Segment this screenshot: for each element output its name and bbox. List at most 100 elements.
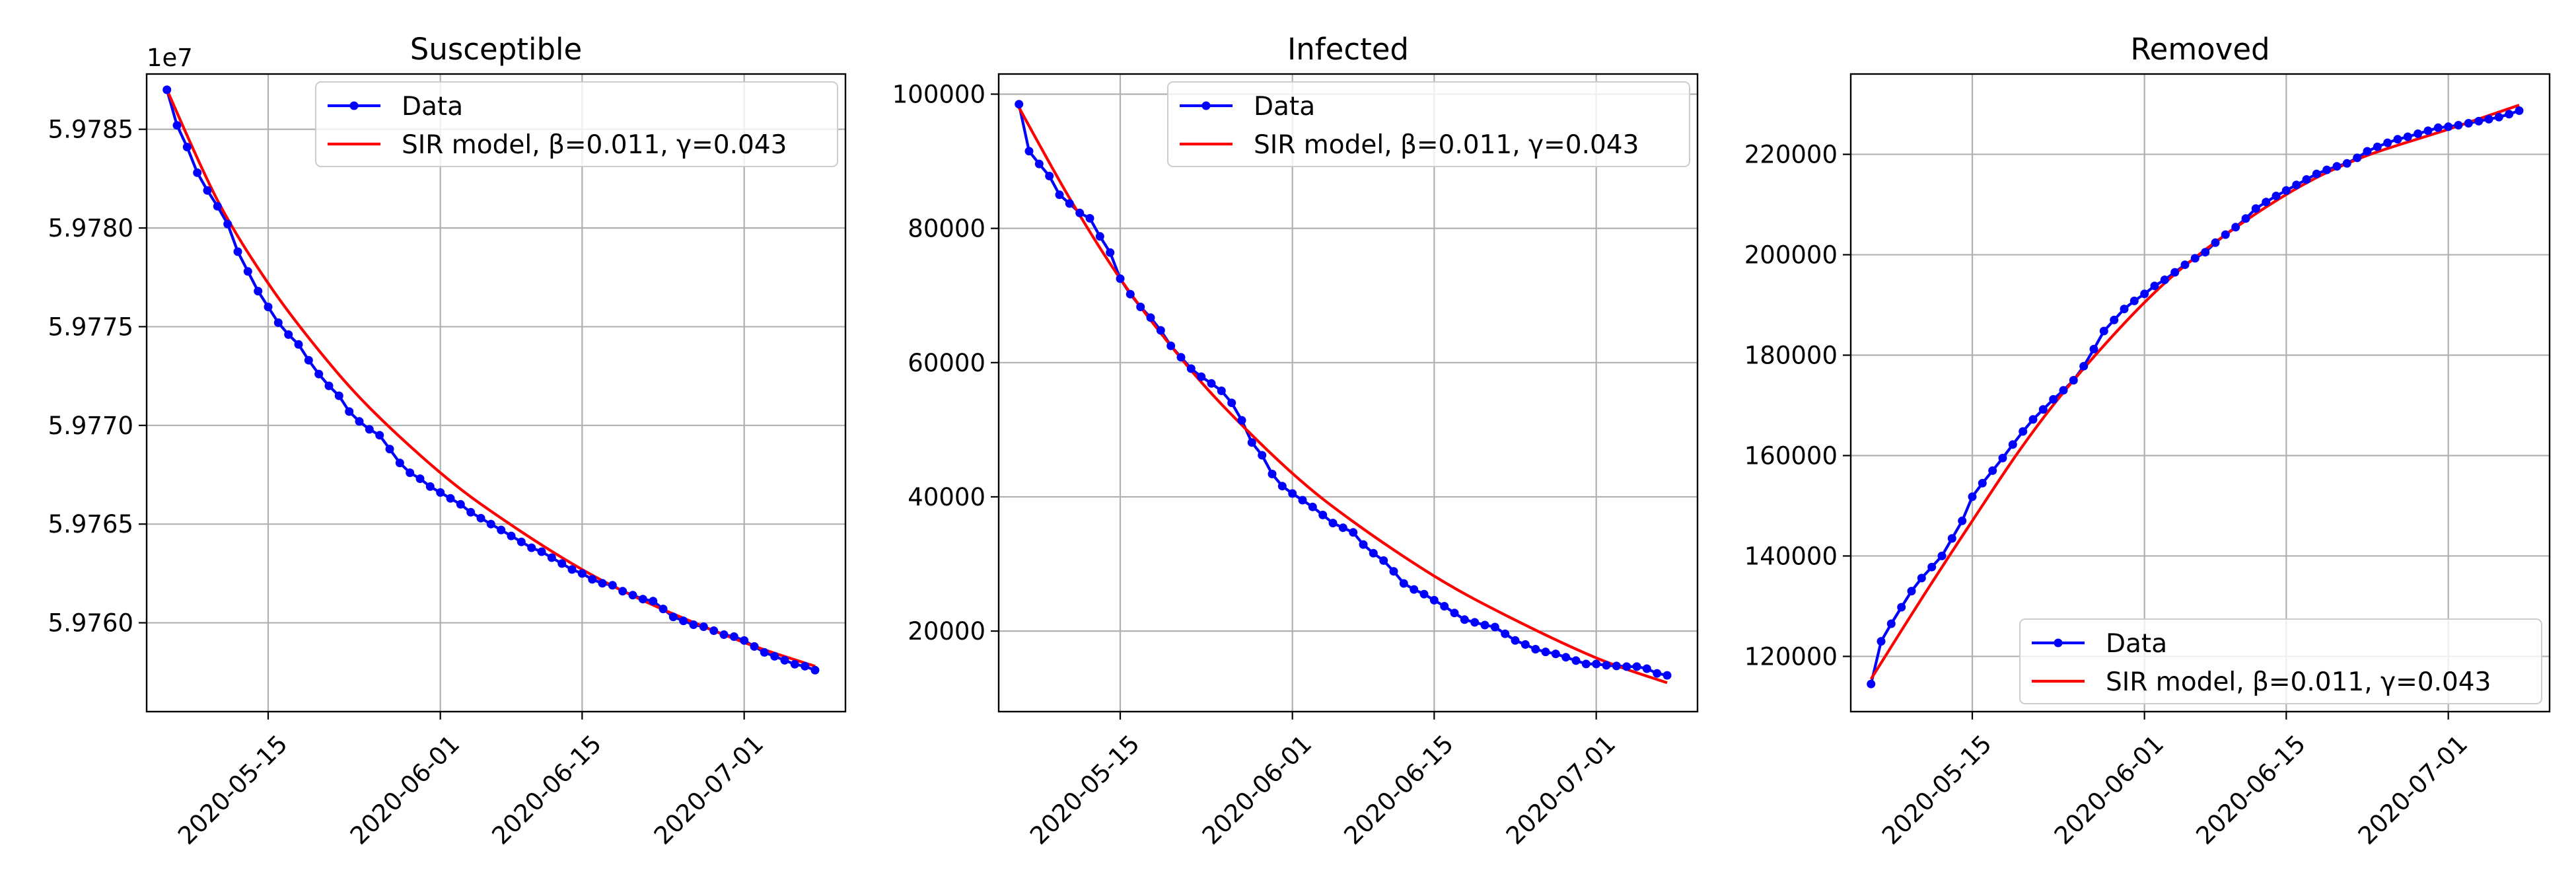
data-point <box>659 605 668 614</box>
data-point <box>395 459 404 468</box>
data-point <box>1663 671 1672 680</box>
data-point <box>486 519 495 529</box>
data-point <box>1470 618 1480 627</box>
data-point <box>284 330 293 339</box>
data-point <box>2069 376 2078 385</box>
data-point <box>588 575 597 584</box>
data-point <box>1917 574 1926 583</box>
data-point <box>1460 615 1469 624</box>
data-point <box>598 579 607 588</box>
data-point <box>709 626 719 635</box>
data-point <box>1015 100 1024 109</box>
data-point <box>1106 248 1115 257</box>
x-tick-label: 2020-06-01 <box>2049 729 2169 850</box>
data-point <box>1288 489 1297 498</box>
data-point <box>537 547 546 556</box>
chart-panel-2: 2020-05-15 2020-06-01 2020-06-15 2020-07-01… <box>1744 32 2551 850</box>
legend: Data SIR model, β=0.011, γ=0.043 <box>315 81 838 167</box>
data-point <box>1947 534 1956 543</box>
data-point <box>1531 645 1540 653</box>
x-tick-label: 2020-07-01 <box>1501 729 1621 850</box>
data-point <box>1258 451 1267 460</box>
data-series-line <box>1017 104 1668 677</box>
data-point <box>689 620 698 629</box>
legend-box <box>2019 618 2542 704</box>
chart-title: Removed <box>2130 32 2270 67</box>
data-point <box>223 219 233 229</box>
data-point <box>2494 112 2503 122</box>
data-point <box>1359 540 1368 549</box>
y-tick-label: 5.9785 <box>48 116 133 144</box>
x-tick-label: 2020-05-15 <box>1024 729 1145 850</box>
data-point <box>1622 662 1631 671</box>
data-point <box>193 168 202 177</box>
data-point <box>334 391 343 400</box>
data-point <box>2342 159 2351 168</box>
data-point <box>1937 551 1947 560</box>
legend: Data SIR model, β=0.011, γ=0.043 <box>1167 81 1690 167</box>
data-point <box>2353 153 2362 163</box>
y-tick-label: 5.9770 <box>48 412 133 440</box>
data-point <box>2484 114 2493 124</box>
model-series-line <box>1017 106 1668 685</box>
legend: Data SIR model, β=0.011, γ=0.043 <box>2019 618 2542 704</box>
data-point <box>2312 169 2321 178</box>
data-point <box>608 581 617 590</box>
data-point <box>436 488 445 497</box>
axes-frame <box>1849 73 2551 713</box>
data-point <box>375 431 384 440</box>
data-point <box>1045 171 1054 180</box>
data-point <box>2272 192 2281 201</box>
data-point <box>1237 416 1246 425</box>
data-point <box>547 553 556 562</box>
data-point <box>476 513 485 523</box>
data-point <box>2110 315 2119 324</box>
y-tick-label: 40000 <box>908 483 985 511</box>
data-point <box>2363 147 2372 156</box>
x-tick-label: 2020-05-15 <box>1877 729 1997 850</box>
data-point <box>1308 502 1317 511</box>
data-point <box>1268 469 1277 478</box>
y-tick-label: 5.9780 <box>48 214 133 242</box>
data-point <box>628 591 637 600</box>
data-point <box>1978 478 1987 488</box>
data-point <box>243 267 252 276</box>
data-point <box>2515 106 2524 115</box>
data-point <box>1998 453 2007 463</box>
data-point <box>2211 238 2220 247</box>
y-tick-label: 160000 <box>1744 441 1838 470</box>
data-point <box>1176 353 1186 362</box>
data-point <box>264 303 273 311</box>
data-point <box>273 318 283 327</box>
y-tick-label: 5.9765 <box>48 510 133 539</box>
data-point <box>1561 653 1571 662</box>
chart-title: Susceptible <box>410 32 582 67</box>
data-point <box>1186 364 1196 373</box>
x-tick-label: 2020-06-15 <box>1338 729 1458 850</box>
chart-panel-0: 2020-05-15 2020-06-01 2020-06-15 2020-07-01… <box>48 32 847 850</box>
data-point <box>2373 142 2382 151</box>
data-point <box>294 340 303 349</box>
data-point <box>2201 248 2210 257</box>
data-point <box>2262 198 2271 207</box>
data-point <box>1907 587 1916 596</box>
data-point <box>304 355 313 365</box>
data-point <box>2241 214 2250 223</box>
data-point <box>1227 398 1236 408</box>
data-point <box>2332 162 2342 171</box>
data-point <box>2049 394 2058 404</box>
data-point <box>314 369 324 379</box>
data-point <box>618 587 627 596</box>
data-point <box>2251 204 2260 213</box>
x-tick-label: 2020-07-01 <box>649 729 769 850</box>
data-point <box>2474 116 2484 126</box>
data-point <box>2019 427 2028 436</box>
legend-label-model: SIR model, β=0.011, γ=0.043 <box>402 130 787 160</box>
x-tick-label: 2020-06-01 <box>1197 729 1317 850</box>
data-point <box>2089 344 2098 353</box>
data-point <box>2190 254 2200 263</box>
data-point <box>1642 664 1651 673</box>
data-point <box>1055 190 1064 200</box>
data-point <box>2231 223 2240 232</box>
